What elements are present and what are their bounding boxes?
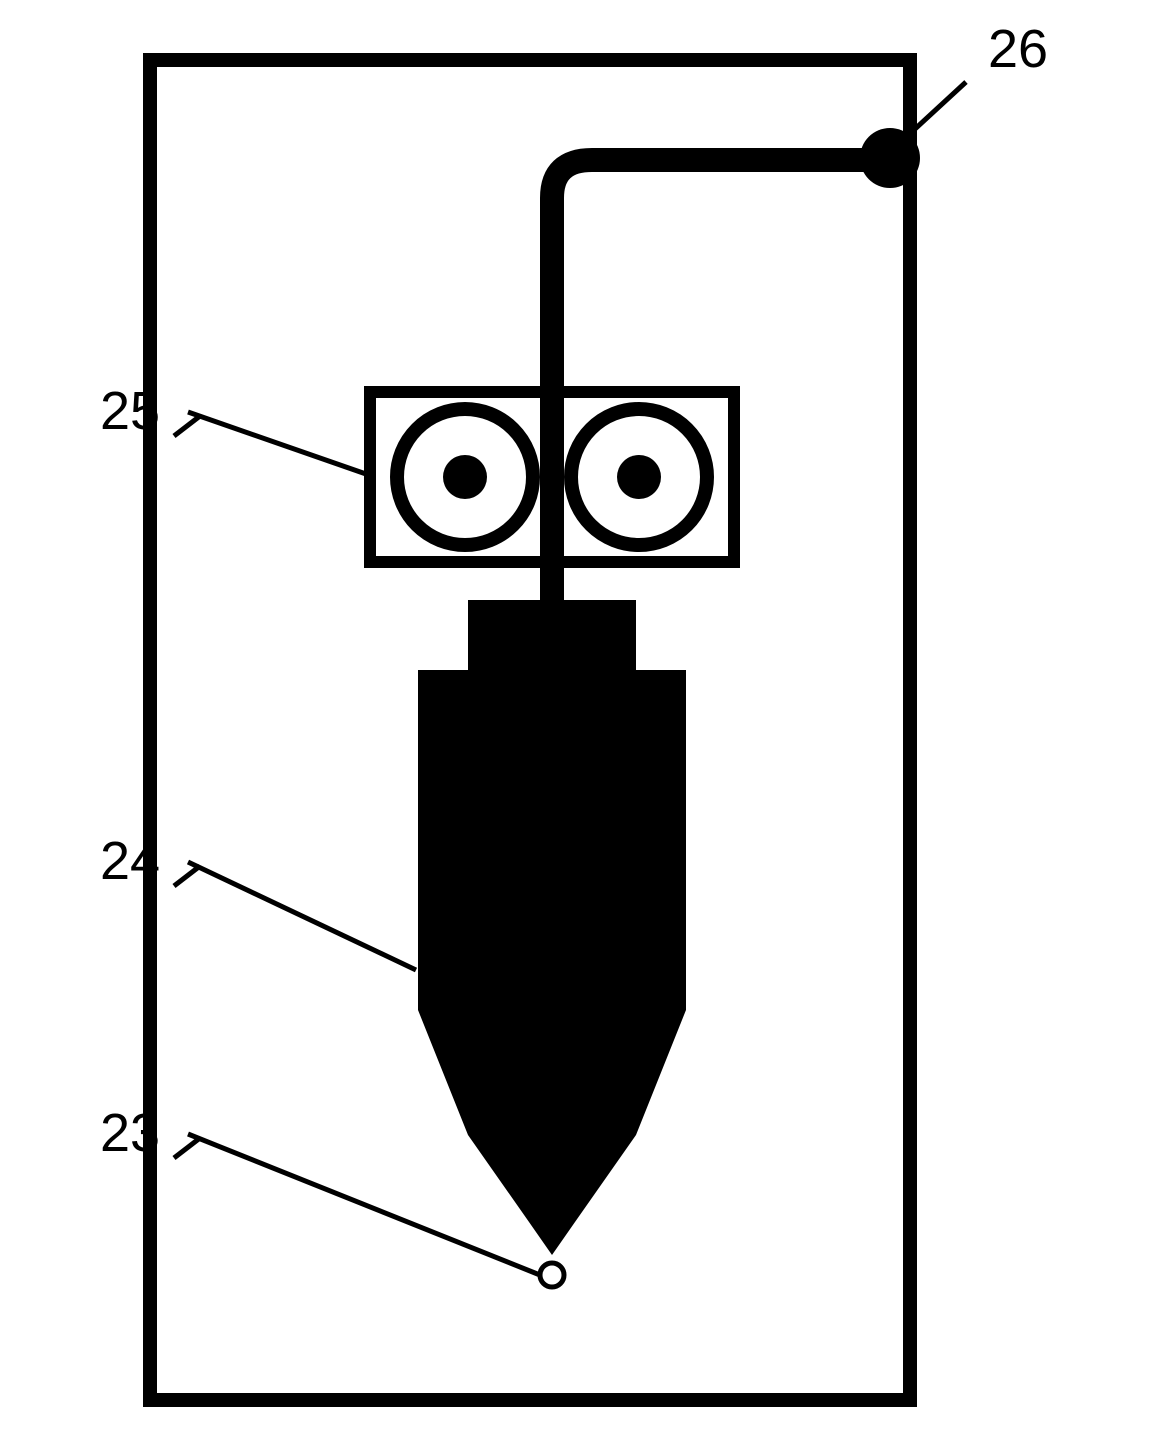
leader-line-26 (890, 82, 966, 152)
nozzle-tip (540, 1263, 564, 1287)
extruder-body (418, 600, 686, 1255)
leader-line-24 (188, 862, 416, 970)
leader-tick-23 (174, 1138, 200, 1158)
callout-label-23: 23 (100, 1102, 160, 1164)
leader-tick-25 (174, 416, 200, 436)
leader-line-25 (188, 412, 366, 474)
leader-tick-24 (174, 866, 200, 886)
diagram-canvas: 26 25 24 23 (0, 0, 1163, 1454)
left-roller-hub (443, 455, 487, 499)
callout-label-24: 24 (100, 830, 160, 892)
diagram-svg (0, 0, 1163, 1454)
callout-label-25: 25 (100, 380, 160, 442)
right-roller-hub (617, 455, 661, 499)
callout-label-26: 26 (988, 18, 1048, 80)
pipe-outlet-dot (860, 128, 920, 188)
